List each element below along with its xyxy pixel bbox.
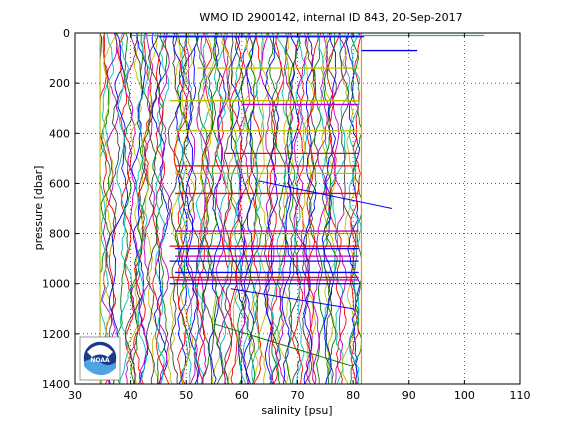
x-tick-label: 40 (124, 389, 138, 402)
profile-line (268, 32, 287, 385)
profile-line (174, 32, 191, 385)
profile-line (312, 32, 328, 385)
profile-line (306, 32, 322, 385)
profile-line (215, 32, 231, 385)
profile-line (301, 32, 317, 385)
profile-line (321, 32, 337, 385)
y-axis-ticks: 0 200 400 600 800 1000 1200 1400 (42, 27, 520, 391)
profile-line (176, 32, 193, 385)
profile-line (185, 32, 200, 385)
grid-lines (75, 33, 520, 384)
profile-line (155, 32, 170, 385)
profile-line (133, 32, 153, 385)
profile-line (303, 32, 317, 385)
profile-line (167, 32, 181, 385)
profile-line (124, 32, 141, 384)
profile-line (131, 32, 149, 385)
profile-line (308, 32, 325, 384)
chart-title: WMO ID 2900142, internal ID 843, 20-Sep-… (199, 11, 462, 24)
profile-line (173, 32, 188, 385)
profile-line (116, 32, 133, 385)
y-axis-label: pressure [dbar] (32, 166, 45, 251)
profile-line (293, 32, 313, 385)
svg-text:NOAA: NOAA (90, 357, 110, 364)
y-tick-label: 1000 (42, 278, 70, 291)
x-tick-label: 60 (235, 389, 249, 402)
profile-line (207, 32, 224, 385)
profile-line (247, 32, 263, 385)
profile-line (281, 32, 300, 385)
profile-line (248, 32, 263, 385)
profile-line (251, 32, 265, 385)
profile-line (323, 33, 338, 385)
profile-segments (130, 34, 484, 367)
profile-line (141, 32, 161, 385)
profile-line (237, 32, 251, 385)
profile-line (196, 32, 210, 385)
sloped-segment (213, 323, 354, 367)
profile-line (270, 32, 293, 385)
profile-line (293, 32, 308, 385)
profile-line (348, 32, 362, 385)
profile-line (152, 32, 170, 385)
salinity-profile-band (99, 32, 363, 385)
profile-line (105, 32, 125, 385)
profile-line (172, 32, 188, 385)
profile-line (214, 32, 233, 385)
profile-line (158, 32, 172, 385)
profile-line (292, 32, 305, 385)
profile-line (99, 32, 115, 385)
profile-line (332, 32, 348, 385)
profile-line (102, 32, 118, 385)
profile-line (194, 32, 212, 385)
x-tick-label: 110 (510, 389, 531, 402)
profile-line (331, 32, 351, 385)
y-tick-label: 0 (63, 27, 70, 40)
y-tick-label: 800 (49, 228, 70, 241)
profile-line (167, 32, 183, 385)
profile-line (339, 32, 359, 385)
x-tick-label: 70 (291, 389, 305, 402)
profile-line (202, 32, 220, 385)
y-tick-label: 600 (49, 177, 70, 190)
y-tick-label: 200 (49, 77, 70, 90)
profile-line (230, 32, 246, 385)
profile-line (180, 32, 195, 385)
profile-line (327, 32, 347, 385)
noaa-logo: NOAA (79, 336, 121, 381)
x-tick-label: 90 (402, 389, 416, 402)
profile-line (135, 32, 150, 385)
profile-line (213, 32, 230, 385)
y-tick-label: 1400 (42, 378, 70, 391)
profile-line (285, 32, 301, 385)
x-tick-label: 80 (346, 389, 360, 402)
x-tick-label: 50 (179, 389, 193, 402)
y-tick-label: 400 (49, 127, 70, 140)
profile-line (151, 32, 169, 385)
x-tick-label: 30 (68, 389, 82, 402)
x-axis-ticks: 30 40 50 60 70 80 90 100 110 (68, 33, 531, 402)
sloped-segment (258, 180, 393, 209)
profile-line (152, 32, 169, 385)
profile-line (223, 32, 234, 385)
profile-line (233, 32, 249, 385)
sloped-segment (230, 288, 354, 310)
profile-line (229, 32, 243, 385)
profile-line (268, 32, 285, 385)
profile-line (285, 32, 301, 385)
profile-line (240, 32, 255, 385)
profile-line (257, 32, 270, 384)
x-axis-label: salinity [psu] (261, 404, 332, 417)
y-tick-label: 1200 (42, 328, 70, 341)
x-tick-label: 100 (454, 389, 475, 402)
